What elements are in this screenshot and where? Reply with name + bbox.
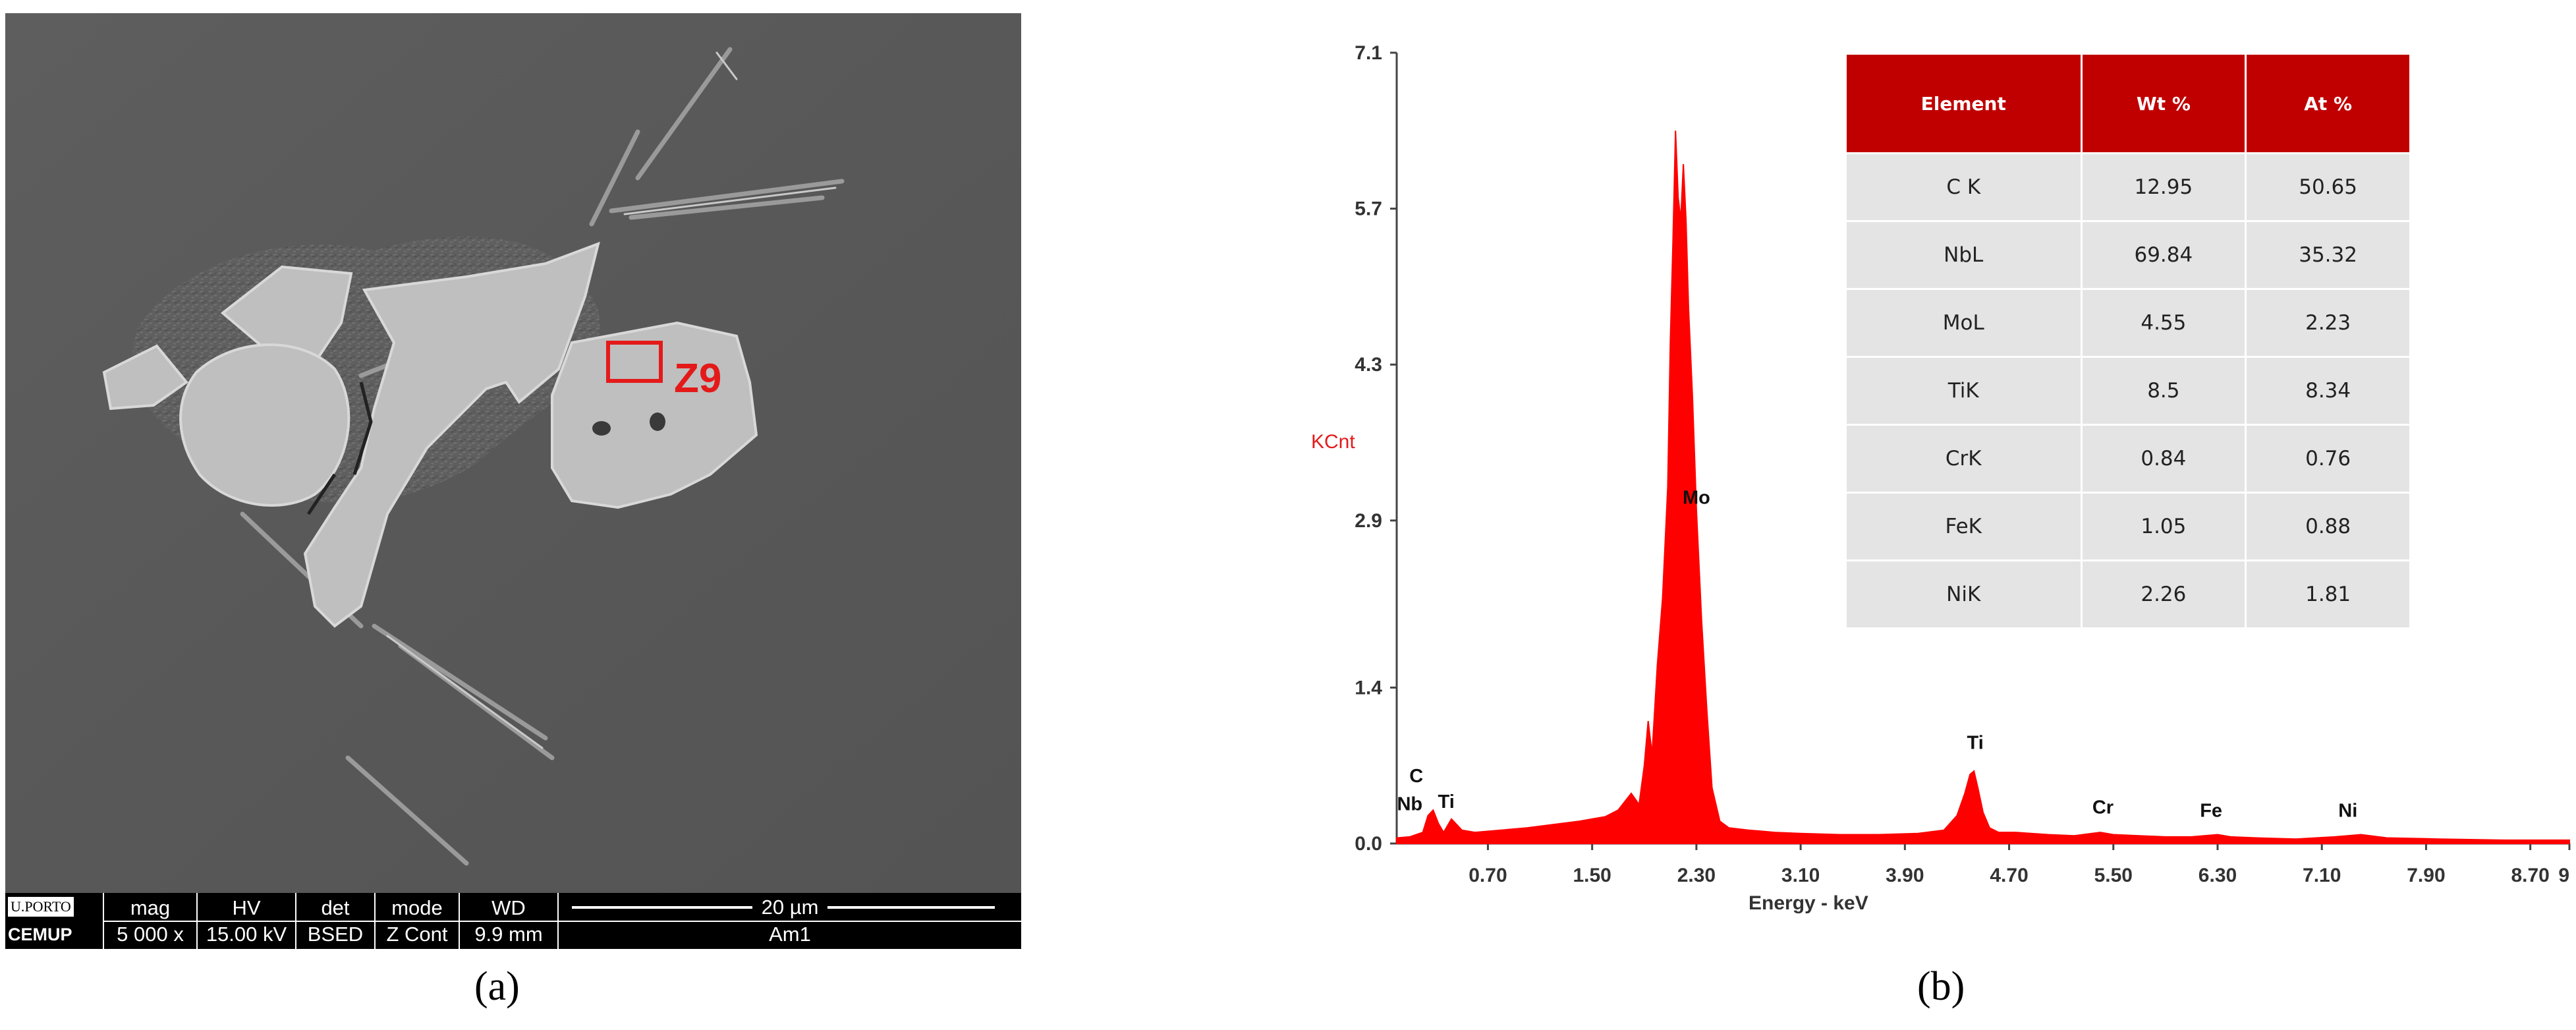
x-tick-label: 3.90 — [1886, 865, 1924, 886]
databar-cell-mode: mode Z Cont — [376, 893, 460, 949]
x-tick-labels: 0.70 1.50 2.30 3.10 3.90 4.70 5.50 6.30 7.10 7.90… — [1469, 865, 2569, 886]
sem-micrograph-panel: Z9 U.PORTO CEMUP mag 5 000 x HV 15.00 kV… — [5, 13, 1021, 949]
x-tick-label: 4.70 — [1990, 865, 2028, 886]
eds-spectrum-chart: 0.0 1.4 2.9 4.3 5.7 7.1 0.70 1.50 2.30 3.10 3.90 4… — [1311, 42, 2571, 914]
table-cell: C K — [1845, 152, 2083, 222]
table-cell: 50.65 — [2245, 152, 2411, 222]
y-tick-label: 5.7 — [1355, 198, 1382, 220]
databar-value: 9.9 mm — [474, 923, 543, 946]
sample-name: Am1 — [769, 923, 811, 946]
table-cell: 0.84 — [2080, 424, 2247, 494]
logo-bottom-text: CEMUP — [8, 925, 72, 944]
table-row: NbL 69.84 35.32 — [1845, 220, 2411, 290]
scale-bar-region: 20 µm — [559, 893, 1021, 921]
logo-top-text: U.PORTO — [8, 897, 74, 917]
table-row: FeK 1.05 0.88 — [1845, 492, 2411, 561]
x-axis-label: Energy - keV — [1749, 892, 1868, 914]
y-tick-label: 7.1 — [1355, 42, 1382, 64]
y-tick-label: 0.0 — [1355, 833, 1382, 855]
databar-cell-det: det BSED — [296, 893, 376, 949]
table-cell: NiK — [1845, 559, 2083, 629]
table-cell: 1.05 — [2080, 492, 2247, 561]
x-tick-label: 2.30 — [1677, 865, 1716, 886]
peak-label: Fe — [2200, 800, 2222, 821]
table-cell: NbL — [1845, 220, 2083, 290]
sem-databar: U.PORTO CEMUP mag 5 000 x HV 15.00 kV de… — [5, 893, 1021, 949]
x-tick-label: 6.30 — [2198, 865, 2237, 886]
databar-header: det — [321, 896, 350, 919]
databar-header: WD — [491, 896, 526, 919]
table-cell: CrK — [1845, 424, 2083, 494]
table-cell: 4.55 — [2080, 288, 2247, 358]
table-cell: 2.26 — [2080, 559, 2247, 629]
databar-scale-cell: 20 µm Am1 — [559, 893, 1021, 949]
table-cell: 0.88 — [2245, 492, 2411, 561]
y-axis-label: KCnt — [1311, 431, 1355, 453]
x-tick-label: 8.70 — [2511, 865, 2549, 886]
table-row: TiK 8.5 8.34 — [1845, 356, 2411, 426]
table-cell: MoL — [1845, 288, 2083, 358]
table-cell: TiK — [1845, 356, 2083, 426]
region-label: Z9 — [674, 356, 721, 401]
databar-value: 5 000 x — [117, 923, 184, 946]
databar-value: Z Cont — [386, 923, 448, 946]
peak-label: Nb — [1397, 793, 1422, 815]
databar-header: HV — [232, 896, 261, 919]
panel-b-caption: (b) — [1917, 964, 1965, 1009]
scale-label: 20 µm — [752, 896, 828, 919]
peak-label: Mo — [1683, 488, 1710, 509]
column-header: Wt % — [2080, 53, 2247, 154]
region-marker-box — [606, 341, 663, 383]
databar-header: mode — [391, 896, 443, 919]
table-cell: 35.32 — [2245, 220, 2411, 290]
peak-label: Ti — [1438, 791, 1455, 813]
x-tick-label: 5.50 — [2094, 865, 2133, 886]
peak-label: Ni — [2338, 800, 2357, 821]
table-cell: 8.34 — [2245, 356, 2411, 426]
composition-table: Element Wt % At % C K 12.95 50.65 NbL 69… — [1845, 53, 2411, 629]
x-tick-label: 9 — [2558, 865, 2569, 886]
databar-cell-wd: WD 9.9 mm — [460, 893, 559, 949]
sem-micrograph-image: Z9 — [5, 13, 1021, 893]
table-row: C K 12.95 50.65 — [1845, 152, 2411, 222]
peak-label: Cr — [2092, 797, 2114, 818]
y-tick-label: 4.3 — [1355, 354, 1382, 376]
y-tick-labels: 0.0 1.4 2.9 4.3 5.7 7.1 — [1355, 42, 1382, 855]
peak-label: C — [1409, 766, 1423, 787]
table-cell: FeK — [1845, 492, 2083, 561]
databar-value: 15.00 kV — [206, 923, 287, 946]
peak-labels: C Nb Ti Mo Ti Cr Fe Ni — [1397, 488, 2357, 822]
table-cell: 2.23 — [2245, 288, 2411, 358]
table-cell: 8.5 — [2080, 356, 2247, 426]
databar-logo: U.PORTO CEMUP — [5, 893, 104, 949]
panel-a-caption: (a) — [474, 964, 520, 1009]
x-tick-label: 0.70 — [1469, 865, 1507, 886]
peak-label: Ti — [1967, 732, 1984, 753]
table-cell: 1.81 — [2245, 559, 2411, 629]
table-cell: 69.84 — [2080, 220, 2247, 290]
table-cell: 12.95 — [2080, 152, 2247, 222]
column-header: At % — [2245, 53, 2411, 154]
databar-header: mag — [130, 896, 171, 919]
x-tick-label: 1.50 — [1573, 865, 1611, 886]
x-tick-label: 3.10 — [1781, 865, 1820, 886]
table-header-row: Element Wt % At % — [1845, 53, 2411, 154]
databar-cell-hv: HV 15.00 kV — [198, 893, 296, 949]
table-row: CrK 0.84 0.76 — [1845, 424, 2411, 494]
y-tick-label: 1.4 — [1355, 677, 1382, 699]
table-row: MoL 4.55 2.23 — [1845, 288, 2411, 358]
spectrum-series — [1396, 130, 2570, 844]
databar-value: BSED — [307, 923, 364, 946]
databar-cell-mag: mag 5 000 x — [104, 893, 198, 949]
table-row: NiK 2.26 1.81 — [1845, 559, 2411, 629]
column-header: Element — [1845, 53, 2083, 154]
x-tick-label: 7.90 — [2407, 865, 2445, 886]
table-cell: 0.76 — [2245, 424, 2411, 494]
y-tick-label: 2.9 — [1355, 510, 1382, 532]
x-tick-label: 7.10 — [2303, 865, 2341, 886]
